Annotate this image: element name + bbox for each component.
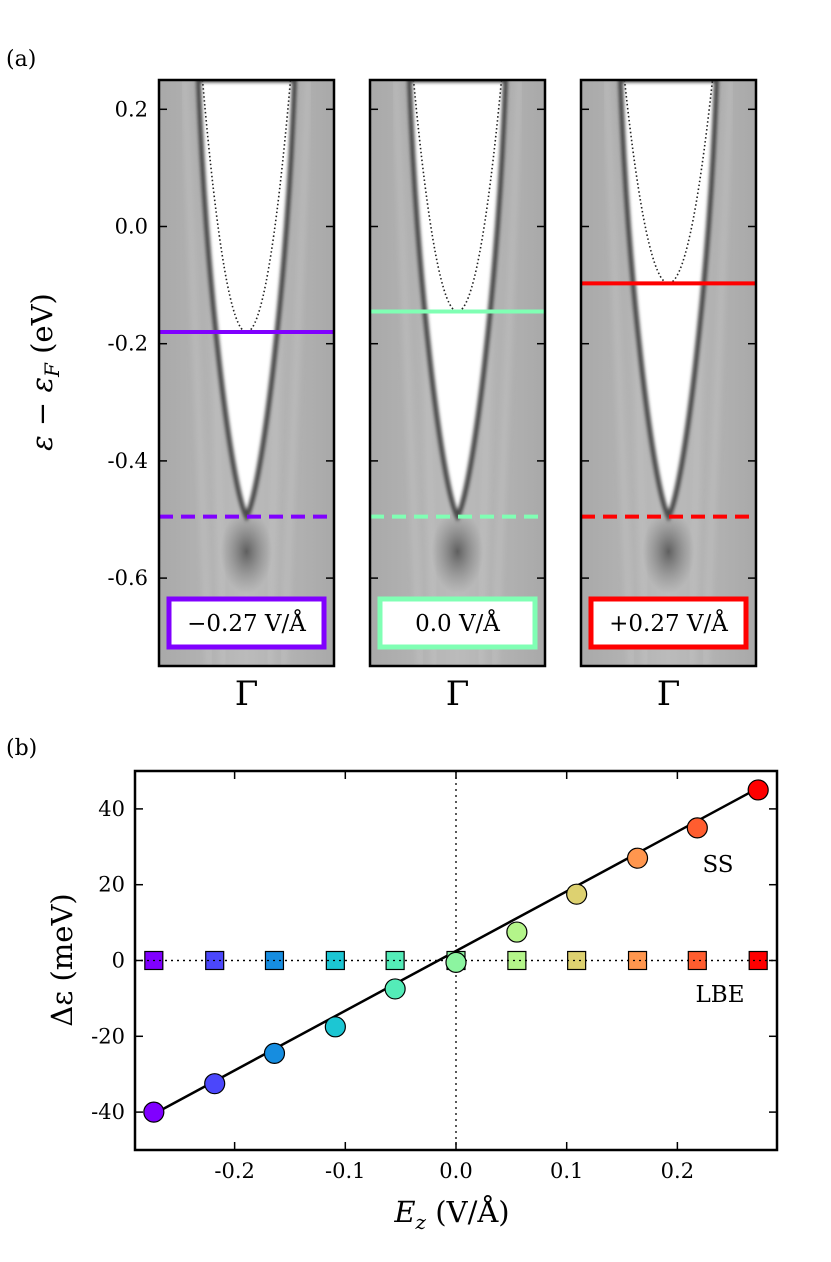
field-label-box [588, 596, 749, 650]
series-label-lbe: LBE [696, 982, 745, 1008]
x-tick-label: -0.1 [325, 1159, 366, 1183]
field-label-box [377, 596, 538, 650]
series-label-ss: SS [702, 852, 733, 878]
panel-a-bands: −0.27 V/Å Γ 0.0 V/Å Γ +0.27 V/Å Γ [157, 78, 758, 714]
spectral-blob [220, 509, 273, 594]
ss-point [204, 1073, 226, 1095]
field-label: −0.27 V/Å [187, 609, 306, 637]
y-tick-label: 20 [98, 873, 125, 897]
x-tick-label: 0.0 [439, 1159, 472, 1183]
spectral-stripe [392, 80, 424, 666]
panel-b-x-axis-label-unit: (V/Å) [426, 1194, 510, 1229]
lbe-point [627, 950, 648, 971]
bulk-band-edge [406, 80, 509, 522]
lbe-point [507, 950, 527, 971]
y-tick-label: -20 [91, 1024, 125, 1048]
panel-a-y-axis-label-sub: F [40, 362, 64, 378]
panel-b-plot: -0.2 -0.1 0.0 0.1 0.2 40 20 0 -20 -40 [91, 769, 779, 1183]
bulk-band-edge [617, 80, 720, 522]
x-tick-label: 0.2 [661, 1159, 694, 1183]
field-label: 0.0 V/Å [415, 609, 500, 637]
x-tick-label: 0.1 [550, 1159, 583, 1183]
y-tick-label: 0 [112, 949, 125, 973]
lbe-point [325, 950, 345, 971]
panel-a-y-ticks: 0.2 0.0 -0.2 -0.4 -0.6 [108, 97, 149, 590]
panel-b-y-axis-label: Δε (meV) [45, 893, 79, 1026]
ss-point [626, 847, 649, 869]
panel-a: (a) ε − εF (eV) 0.2 0.0 -0.2 -0.4 -0.6 −0.27… [6, 47, 758, 714]
panel-b-x-axis-label: Ez (V/Å) [393, 1194, 509, 1234]
bulk-gap-region [620, 80, 717, 517]
panel-b-x-axis-label-sub: z [415, 1210, 427, 1234]
ss-point [384, 978, 406, 1000]
panel-a-y-axis-label-unit: (eV) [25, 293, 59, 363]
panel-a-label: (a) [6, 47, 36, 72]
panel-a-y-axis-label: ε − εF (eV) [25, 293, 64, 451]
band-panel: +0.27 V/Å Γ [579, 78, 758, 714]
lbe-point [687, 950, 707, 971]
ss-point [506, 921, 528, 943]
gamma-point-label: Γ [446, 674, 470, 714]
spectral-blob [431, 509, 484, 594]
panel-frame [157, 78, 336, 668]
ss-point [143, 1101, 165, 1123]
ss-point [263, 1042, 286, 1064]
spectral-stripe [491, 80, 523, 666]
band-panel: 0.0 V/Å Γ [368, 78, 547, 714]
lbe-point [567, 950, 587, 971]
gamma-point-label: Γ [657, 674, 681, 714]
field-label-box [166, 596, 327, 650]
band-panel: −0.27 V/Å Γ [157, 78, 336, 714]
panel-b: (b) Δε (meV) Ez (V/Å) -0.2 -0.1 0.0 0.1 0.2 4… [6, 736, 779, 1234]
ss-point [324, 1016, 346, 1038]
panel-frame [368, 78, 547, 668]
surface-state-dispersion [623, 80, 714, 285]
bulk-band-edge [195, 80, 298, 522]
y-tick-label: 40 [98, 797, 125, 821]
ss-point [686, 817, 708, 839]
spectral-stripe [603, 80, 635, 666]
surface-state-dispersion [412, 80, 503, 313]
panel-a-y-tick-label: 0.0 [115, 215, 148, 239]
ss-point [445, 951, 467, 973]
panel-b-x-axis-label-main: E [393, 1195, 415, 1229]
bulk-gap-region [198, 80, 295, 517]
lbe-point [385, 950, 405, 971]
field-label: +0.27 V/Å [609, 609, 728, 637]
panel-a-y-tick-label: -0.4 [108, 449, 149, 473]
ss-point [566, 883, 588, 905]
spectral-stripe [280, 80, 312, 666]
spectral-blob [642, 509, 695, 594]
panel-b-label: (b) [6, 736, 37, 761]
panel-frame [579, 78, 758, 668]
spectral-stripe [181, 80, 213, 666]
x-tick-label: -0.2 [214, 1159, 255, 1183]
bulk-gap-region [409, 80, 506, 517]
panel-a-y-axis-label-main: ε − ε [25, 377, 59, 451]
panel-a-y-tick-label: -0.6 [108, 566, 149, 590]
panel-a-y-tick-label: -0.2 [108, 332, 149, 356]
lbe-point [748, 950, 768, 971]
ss-point [747, 779, 769, 801]
gamma-point-label: Γ [235, 674, 259, 714]
panel-a-y-tick-label: 0.2 [115, 97, 148, 121]
y-tick-label: -40 [91, 1100, 125, 1124]
spectral-stripe [702, 80, 734, 666]
